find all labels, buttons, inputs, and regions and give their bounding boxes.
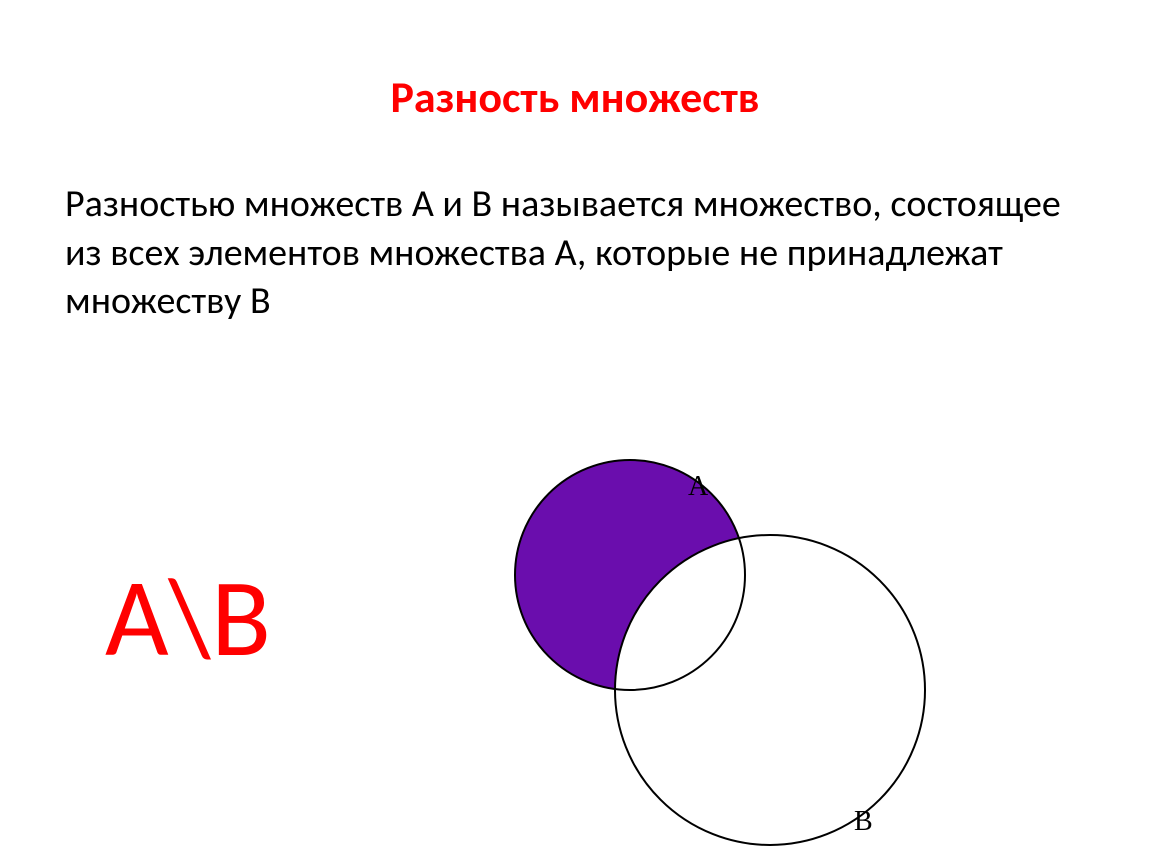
slide-title: Разность множеств [0, 70, 1150, 124]
svg-text:A: A [688, 471, 709, 502]
set-difference-formula: А\В [105, 550, 271, 685]
definition-text: Разностью множеств А и В называется множ… [65, 180, 1085, 326]
svg-text:B: B [854, 806, 873, 837]
venn-diagram: A B [450, 435, 950, 855]
